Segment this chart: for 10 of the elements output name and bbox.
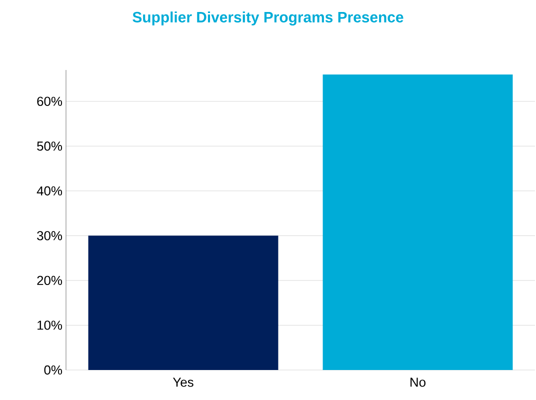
y-tick-label: 20%: [37, 276, 62, 286]
y-tick-label: 40%: [36, 186, 62, 196]
y-tick-label: 10%: [38, 320, 62, 330]
x-tick-label: No: [410, 378, 426, 387]
y-tick-label: 50%: [37, 142, 62, 151]
y-tick-label: 0%: [44, 365, 62, 375]
x-tick-label: Yes: [172, 378, 194, 387]
chart-title: Supplier Diversity Programs Presence: [132, 12, 404, 26]
y-tick-label: 60%: [37, 96, 62, 106]
y-tick-label: 30%: [37, 231, 62, 240]
